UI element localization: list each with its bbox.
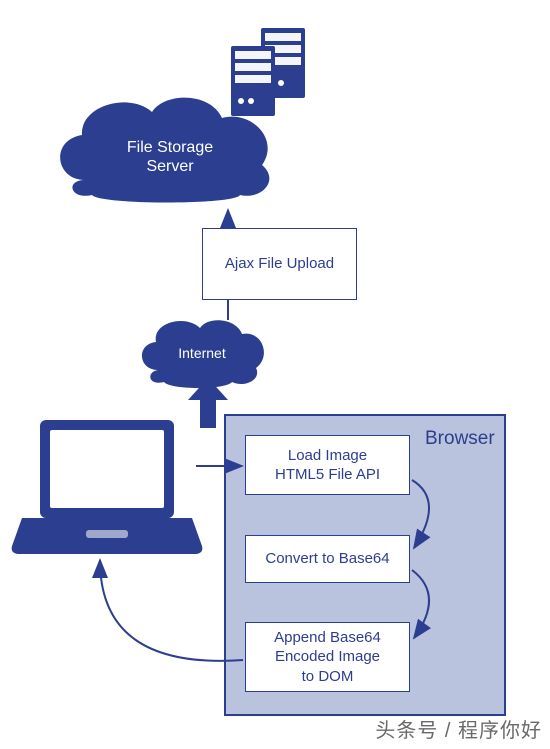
internet-cloud-label: Internet <box>172 345 232 362</box>
step3-label: Append Base64 Encoded Image to DOM <box>274 628 381 687</box>
ajax-upload-box: Ajax File Upload <box>202 228 357 300</box>
step2-box: Convert to Base64 <box>245 535 410 583</box>
storage-cloud-label: File Storage Server <box>110 138 230 176</box>
browser-container-label: Browser <box>425 428 495 450</box>
diagram-canvas: File Storage Server Internet Ajax File U… <box>0 0 550 749</box>
server-icon <box>231 28 305 116</box>
step1-box: Load Image HTML5 File API <box>245 435 410 495</box>
laptop-icon <box>12 420 203 554</box>
watermark-text: 头条号 / 程序你好 <box>375 714 542 743</box>
step1-label: Load Image HTML5 File API <box>275 446 380 485</box>
step2-label: Convert to Base64 <box>265 549 389 569</box>
edge-step3-to-laptop <box>100 560 243 661</box>
ajax-upload-label: Ajax File Upload <box>225 254 334 274</box>
step3-box: Append Base64 Encoded Image to DOM <box>245 622 410 692</box>
